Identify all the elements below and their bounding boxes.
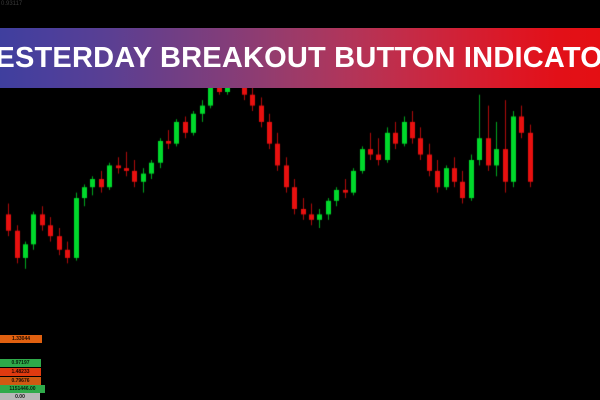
indicator-row-percent[interactable]: 0.00 — [0, 393, 40, 400]
promo-banner-title: YESTERDAY BREAKOUT BUTTON INDICATOR — [0, 41, 600, 74]
chart-symbol-label: 0.93117 — [1, 1, 23, 7]
chart-footer-strip — [0, 330, 600, 400]
indicator-row-high[interactable]: 0.97197 — [0, 359, 41, 367]
indicator-row-volume[interactable]: 1151446.00 — [0, 385, 45, 393]
indicator-row-low[interactable]: 1.48233 — [0, 368, 41, 376]
promo-banner: YESTERDAY BREAKOUT BUTTON INDICATOR — [0, 28, 600, 88]
indicator-row-range[interactable]: 0.79676 — [0, 377, 41, 385]
indicator-row-pivot[interactable]: 1.33044 — [0, 335, 42, 343]
indicator-data-panel[interactable]: 1.33044 0.97197 1.48233 0.79676 1151446.… — [0, 333, 48, 400]
